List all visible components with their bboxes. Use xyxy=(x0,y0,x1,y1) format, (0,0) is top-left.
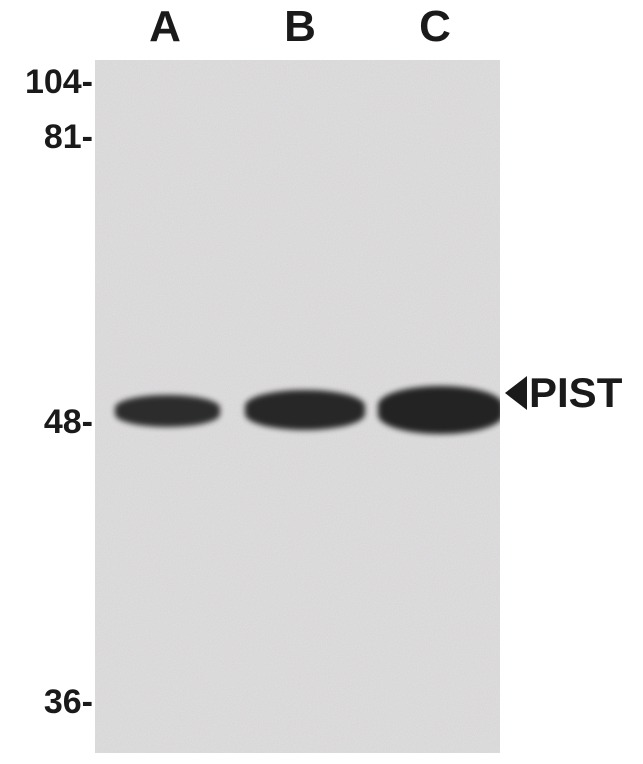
mw-marker-text: 36- xyxy=(44,683,93,721)
western-blot-figure: A B C 104- 81- 48- 36- PIST xyxy=(0,0,643,764)
mw-marker-text: 104- xyxy=(25,63,93,101)
band-lane-c xyxy=(378,386,500,434)
protein-label-pist: PIST xyxy=(505,369,622,417)
protein-label-text: PIST xyxy=(529,369,622,417)
mw-marker-text: 81- xyxy=(44,118,93,156)
lane-label-text: A xyxy=(149,2,181,51)
lane-label-c: C xyxy=(415,2,455,52)
mw-marker-36: 36- xyxy=(44,683,93,722)
blot-membrane xyxy=(95,60,500,753)
mw-marker-text: 48- xyxy=(44,403,93,441)
band-lane-b xyxy=(245,390,365,430)
left-arrow-icon xyxy=(505,376,527,410)
band-lane-a xyxy=(115,395,220,427)
lane-label-text: B xyxy=(284,2,316,51)
mw-marker-81: 81- xyxy=(44,118,93,157)
mw-marker-104: 104- xyxy=(25,63,93,102)
lane-label-text: C xyxy=(419,2,451,51)
lane-label-b: B xyxy=(280,2,320,52)
mw-marker-48: 48- xyxy=(44,403,93,442)
lane-label-a: A xyxy=(145,2,185,52)
